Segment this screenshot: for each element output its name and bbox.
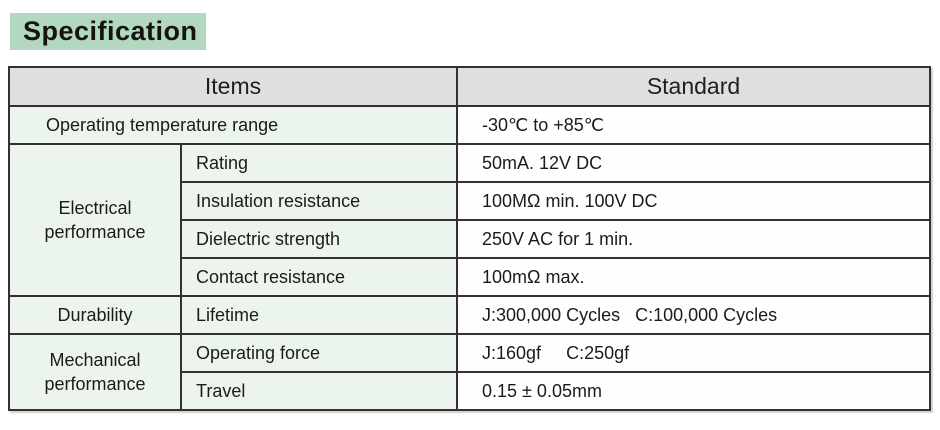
section-title-block: Specification	[10, 13, 206, 50]
table-row: Travel 0.15 ± 0.05mm	[9, 371, 932, 411]
specification-table: Items Standard Operating temperature ran…	[7, 66, 932, 411]
table-header-row: Items Standard	[7, 66, 932, 107]
item-rating: Rating	[179, 143, 459, 183]
column-header-standard: Standard	[456, 66, 932, 107]
item-operating-temperature-range: Operating temperature range	[7, 105, 459, 145]
item-operating-force: Operating force	[179, 333, 459, 373]
column-header-items: Items	[7, 66, 459, 107]
table-row: Contact resistance 100mΩ max.	[9, 257, 932, 297]
table-row: Durability Lifetime J:300,000 Cycles C:1…	[8, 295, 932, 335]
table-row: Dielectric strength 250V AC for 1 min.	[9, 219, 932, 259]
standard-travel: 0.15 ± 0.05mm	[456, 371, 932, 411]
section-title: Specification	[23, 16, 198, 46]
standard-contact-resistance: 100mΩ max.	[456, 257, 932, 297]
table-row: Operating temperature range -30℃ to +85℃	[7, 105, 932, 145]
standard-operating-temperature-range: -30℃ to +85℃	[456, 105, 932, 145]
standard-lifetime: J:300,000 Cycles C:100,000 Cycles	[456, 295, 932, 335]
standard-dielectric-strength: 250V AC for 1 min.	[456, 219, 932, 259]
standard-insulation-resistance: 100MΩ min. 100V DC	[456, 181, 932, 221]
item-lifetime: Lifetime	[179, 295, 459, 335]
standard-operating-force: J:160gf C:250gf	[456, 333, 932, 373]
table-row: Electrical performance Rating 50mA. 12V …	[8, 143, 932, 297]
item-insulation-resistance: Insulation resistance	[179, 181, 459, 221]
table-row: Mechanical performance Operating force J…	[8, 333, 932, 411]
table-row: Insulation resistance 100MΩ min. 100V DC	[9, 181, 932, 221]
item-contact-resistance: Contact resistance	[179, 257, 459, 297]
standard-rating: 50mA. 12V DC	[456, 143, 932, 183]
group-durability: Durability	[8, 295, 182, 335]
item-dielectric-strength: Dielectric strength	[179, 219, 459, 259]
group-electrical-performance: Electrical performance	[8, 143, 182, 297]
item-travel: Travel	[179, 371, 459, 411]
group-mechanical-performance: Mechanical performance	[8, 333, 182, 411]
